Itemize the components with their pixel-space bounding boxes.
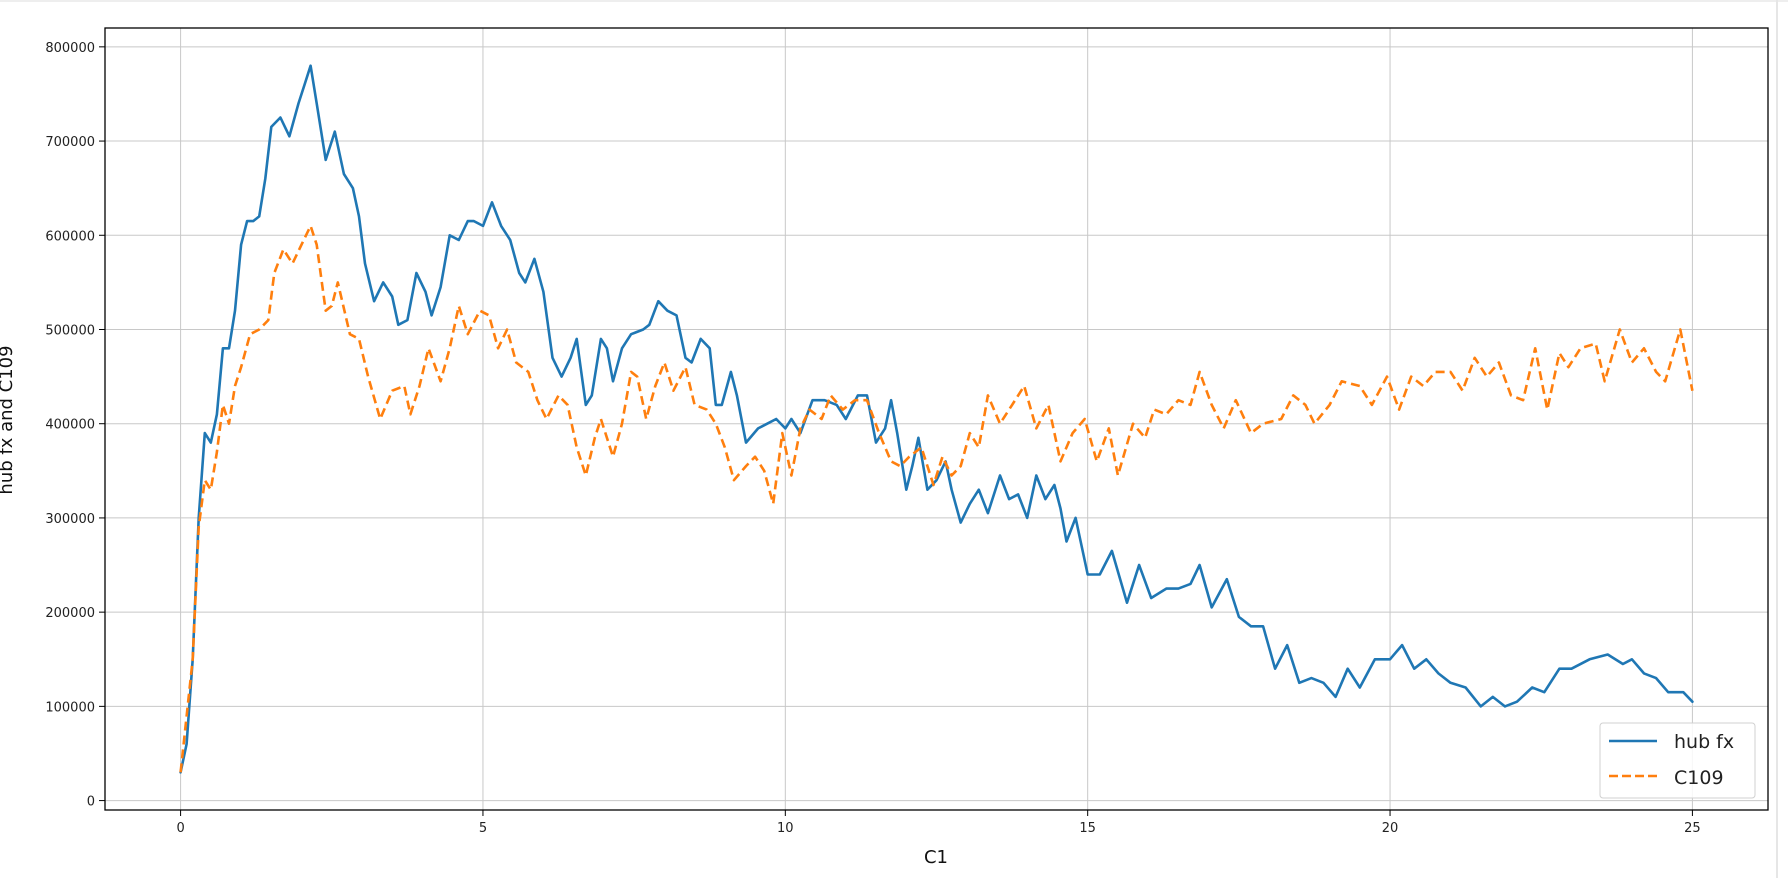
plot-area-frame (104, 27, 1769, 811)
y-tick-label: 0 (87, 795, 95, 810)
x-tick-label: 20 (1382, 821, 1399, 836)
series-line-hub-fx (179, 64, 1694, 774)
y-tick-label: 700000 (45, 135, 95, 150)
axis-ticks: 0 5 10 15 20 25 0 100000 200000 300000 400000 50000… (45, 41, 1700, 836)
series-lines (179, 64, 1694, 774)
y-tick-label: 300000 (45, 512, 95, 527)
legend: hub fx C109 (1599, 722, 1756, 799)
x-tick-label: 0 (176, 821, 184, 836)
x-axis-label: C1 (924, 847, 948, 868)
y-tick-label: 500000 (45, 323, 95, 338)
window-top-border (0, 0, 1788, 2)
y-tick-label: 200000 (45, 606, 95, 621)
y-axis-label: hub fx and C109 (0, 345, 17, 494)
window-right-edge (1776, 0, 1778, 878)
x-tick-label: 10 (777, 821, 794, 836)
series-line-c109 (179, 224, 1694, 773)
legend-label-c109: C109 (1674, 767, 1724, 789)
x-tick-label: 25 (1684, 821, 1701, 836)
y-tick-label: 800000 (45, 41, 95, 56)
y-tick-label: 400000 (45, 418, 95, 433)
y-tick-label: 100000 (45, 700, 95, 715)
x-tick-label: 5 (479, 821, 487, 836)
legend-label-hub-fx: hub fx (1674, 731, 1734, 753)
grid-lines (105, 28, 1768, 810)
y-tick-label: 600000 (45, 229, 95, 244)
x-tick-label: 15 (1079, 821, 1096, 836)
